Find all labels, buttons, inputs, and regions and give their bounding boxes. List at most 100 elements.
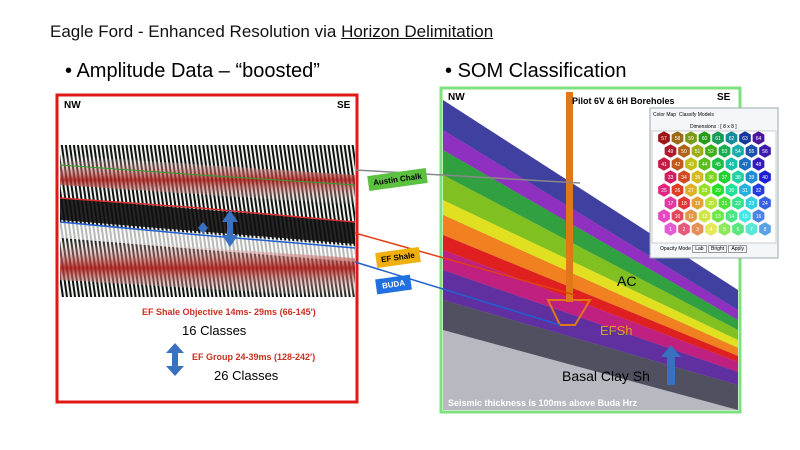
hex-label: 63 [742,136,748,142]
hex-cell [704,221,718,237]
hex-cell [664,195,677,211]
hex-cell [677,169,691,185]
hex-label: 3 [696,227,699,233]
hex-label: 5 [723,227,726,233]
marker [198,222,208,234]
hex-cell [691,143,704,159]
opacity-label: Opacity Mode [660,246,691,252]
hex-cell [745,169,758,185]
hex-label: 62 [729,136,735,142]
hex-cell [711,208,725,224]
hex-cell [657,130,671,146]
hex-label: 40 [762,175,768,181]
hex-cell [718,195,731,211]
hex-label: 10 [675,214,681,220]
hex-label: 13 [715,214,721,220]
hex-cell [664,169,677,185]
hex-cell [677,195,691,211]
se-label: SE [337,100,351,111]
hex-cell [671,156,684,172]
borehole [566,92,573,302]
hex-label: 49 [668,149,674,155]
hex-label: 52 [708,149,714,155]
button[interactable]: Lab [692,245,707,253]
hex-label: 36 [708,175,714,181]
hex-label: 58 [675,136,681,142]
hex-label: 34 [681,175,687,181]
hex-cell [718,169,731,185]
hex-cell [752,208,765,224]
hex-cell [664,143,677,159]
hex-cell [752,156,765,172]
hex-cell [691,195,704,211]
inset-controls: Opacity Mode Lab Bright Apply [660,245,747,253]
hex-cell [752,182,765,198]
hex-cell [731,169,745,185]
hex-label: 21 [722,201,728,207]
button[interactable]: Apply [728,245,747,253]
hex-cell [738,182,752,198]
hex-cell [684,156,698,172]
hex-label: 30 [729,188,735,194]
borehole-label: Pilot 6V & 6H Boreholes [572,96,675,106]
hex-cell [657,182,671,198]
hex-label: 35 [695,175,701,181]
hex-cell [704,195,718,211]
hex-cell [725,156,738,172]
hex-label: 7 [750,227,753,233]
bullet: • SOM Classification [445,60,627,82]
lateral [546,299,592,326]
hex-label: 6 [737,227,740,233]
hex-cell [731,143,745,159]
hex-cell [684,130,698,146]
title-link: Horizon Delimitation [341,22,494,41]
bullet-text: Amplitude Data – “boosted” [76,60,320,82]
tab[interactable]: Color Map [653,112,677,118]
hex-label: 61 [715,136,721,142]
hex-cell [664,221,677,237]
hex-label: 46 [729,162,735,168]
annotation: EF Group 24-39ms (128-242') [192,352,316,362]
hex-label: 31 [742,188,748,194]
hex-cell [718,221,731,237]
hex-label: 60 [702,136,708,142]
hex-cell [677,143,691,159]
hex-label: 22 [735,201,741,207]
hex-label: 27 [688,188,694,194]
hex-cell [725,130,738,146]
hex-cell [711,156,725,172]
hex-label: 4 [710,227,713,233]
hex-label: 23 [749,201,755,207]
hex-label: 51 [695,149,701,155]
tab[interactable]: Classify Models [678,112,714,118]
hex-label: 42 [675,162,681,168]
bullet: • Amplitude Data – “boosted” [65,60,320,82]
hex-label: 26 [675,188,681,194]
hex-label: 25 [661,188,667,194]
hex-label: 1 [669,227,672,233]
hex-label: 54 [735,149,741,155]
bullet-text: SOM Classification [457,60,627,82]
hex-label: 43 [688,162,694,168]
hex-cell [698,130,711,146]
hex-cell [691,221,704,237]
hex-label: 11 [688,214,693,220]
layer-label: Basal Clay Sh [562,368,650,384]
inset-tabs: Color Map Classify Models [653,112,714,118]
dimensions: Dimensions : [ 8 x 8 ] [690,124,737,130]
hex-cell [731,221,745,237]
annotation: 16 Classes [182,323,247,338]
button[interactable]: Bright [707,245,728,253]
hex-label: 47 [742,162,748,168]
hex-cell [738,156,752,172]
hex-cell [677,221,691,237]
hex-label: 12 [702,214,708,220]
se-label: SE [717,92,731,103]
hex-cell [657,208,671,224]
hex-cell [745,221,758,237]
hex-cell [671,208,684,224]
hex-label: 55 [749,149,755,155]
hex-cell [671,130,684,146]
hex-label: 28 [702,188,708,194]
